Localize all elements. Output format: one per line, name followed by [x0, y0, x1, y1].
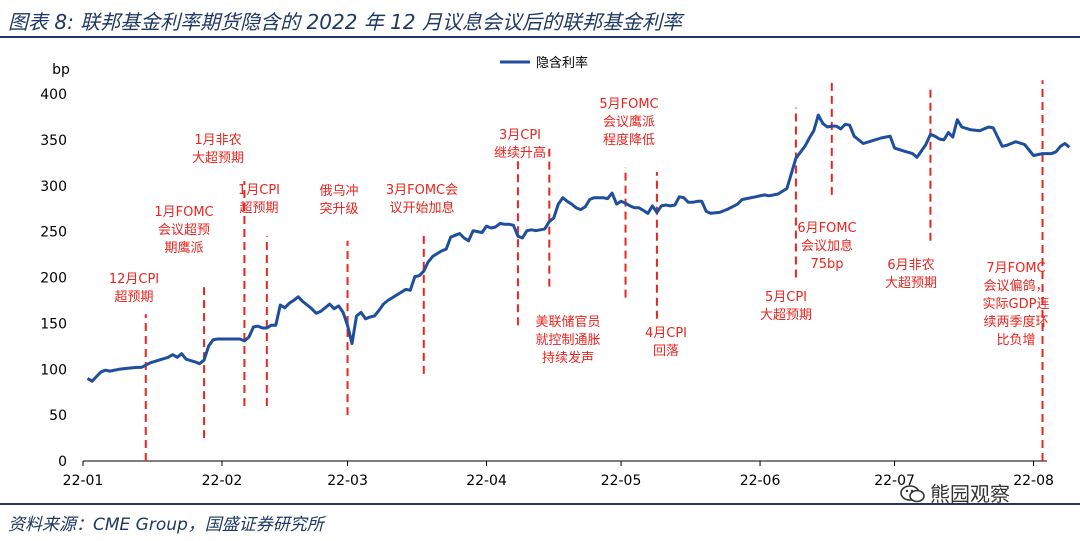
chart-annotations: 12月CPI 超预期 1月FOMC 会议超预期鹰派 1月非农大超预期 1月CPI 超预期 俄乌… [109, 80, 1050, 461]
event-annotation: 俄乌冲突升级 [319, 183, 358, 217]
chart-series [86, 113, 1071, 383]
x-tick-label: 22-06 [740, 473, 781, 489]
y-tick-label: 400 [40, 87, 67, 103]
y-tick-label: 50 [49, 408, 67, 424]
event-annotation: 3月CPI 继续升高 [494, 128, 546, 161]
source-note: 资料来源：CME Group，国盛证券研究所 [8, 515, 324, 535]
x-tick-label: 22-01 [63, 473, 104, 489]
y-tick-label: 250 [40, 225, 67, 241]
x-tick-label: 22-02 [202, 473, 243, 489]
chart-legend: 隐含利率 [500, 55, 588, 71]
x-tick-label: 22-05 [601, 473, 642, 489]
line-chart: 0 50 100 150 200 250 300 350 400 bp 22-01 22-02 22-0… [40, 55, 1071, 489]
title-divider [0, 36, 1080, 38]
event-annotation: 6月非农大超预期 [885, 258, 937, 291]
series-line [86, 113, 1071, 383]
y-axis-label: bp [52, 62, 70, 78]
event-annotation: 1月FOMC 会议超预期鹰派 [154, 205, 213, 256]
legend-label: 隐含利率 [536, 55, 588, 71]
event-annotation: 12月CPI 超预期 [109, 272, 159, 305]
event-annotation: 6月FOMC 会议加息 75bp [797, 221, 856, 272]
event-annotation: 3月FOMC会议开始加息 [386, 183, 458, 216]
x-tick-label: 22-03 [327, 473, 368, 489]
x-tick-label: 22-07 [874, 473, 915, 489]
y-tick-label: 200 [40, 271, 67, 287]
event-annotation: 美联储官员就控制通胀持续发声 [535, 314, 600, 366]
event-annotation: 5月CPI 大超预期 [760, 290, 812, 323]
watermark: 熊园观察 [900, 478, 1010, 507]
footer-divider [0, 503, 1080, 505]
y-tick-label: 100 [40, 362, 67, 378]
event-annotation: 5月FOMC 会议鹰派程度降低 [599, 97, 658, 148]
y-tick-label: 300 [40, 179, 67, 195]
watermark-text: 熊园观察 [930, 482, 1010, 506]
y-tick-label: 150 [40, 316, 67, 332]
event-annotation: 1月非农大超预期 [192, 133, 244, 166]
chart-axes: 0 50 100 150 200 250 300 350 400 bp 22-01 22-02 22-0… [40, 62, 1054, 489]
y-tick-label: 0 [58, 454, 67, 470]
x-tick-label: 22-04 [466, 473, 507, 489]
figure-title: 图表 8: 联邦基金利率期货隐含的 2022 年 12 月议息会议后的联邦基金利… [8, 10, 682, 34]
event-annotation: 7月FOMC 会议偏鸽，实际GDP连续两季度环比负增 [983, 261, 1050, 348]
figure-header: 图表 8: 联邦基金利率期货隐含的 2022 年 12 月议息会议后的联邦基金利… [0, 0, 1080, 40]
event-annotation: 1月CPI 超预期 [238, 183, 280, 216]
x-tick-label: 22-08 [1013, 473, 1054, 489]
event-annotation: 4月CPI 回落 [645, 326, 687, 359]
wechat-icon [900, 485, 925, 503]
y-tick-label: 350 [40, 133, 67, 149]
